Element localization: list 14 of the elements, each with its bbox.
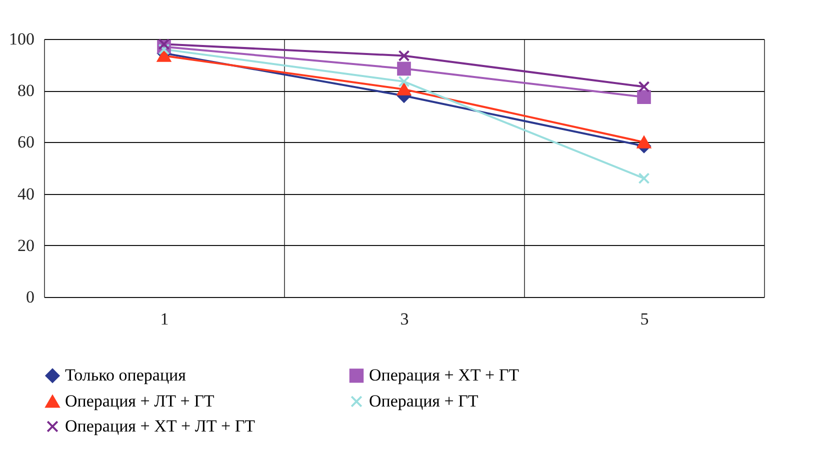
y-tick-label: 100: [9, 30, 34, 48]
legend-label: Только операция: [65, 366, 186, 385]
legend-label: Операция + ХТ + ГТ: [369, 366, 520, 385]
x-tick-label: 5: [640, 310, 649, 328]
legend-label: Операция + ЛТ + ГТ: [65, 392, 215, 410]
x-tick-label: 3: [400, 310, 409, 328]
legend-label: Операция + ГТ: [369, 392, 479, 410]
y-tick-label: 40: [18, 184, 34, 204]
y-tick-label: 80: [18, 81, 34, 100]
y-tick-label: 20: [18, 236, 34, 255]
y-tick-label: 60: [18, 132, 34, 152]
x-tick-label: 1: [160, 310, 169, 328]
legend-label: Операция + ХТ + ЛТ + ГТ: [65, 416, 256, 436]
y-tick-label: 0: [26, 288, 34, 306]
